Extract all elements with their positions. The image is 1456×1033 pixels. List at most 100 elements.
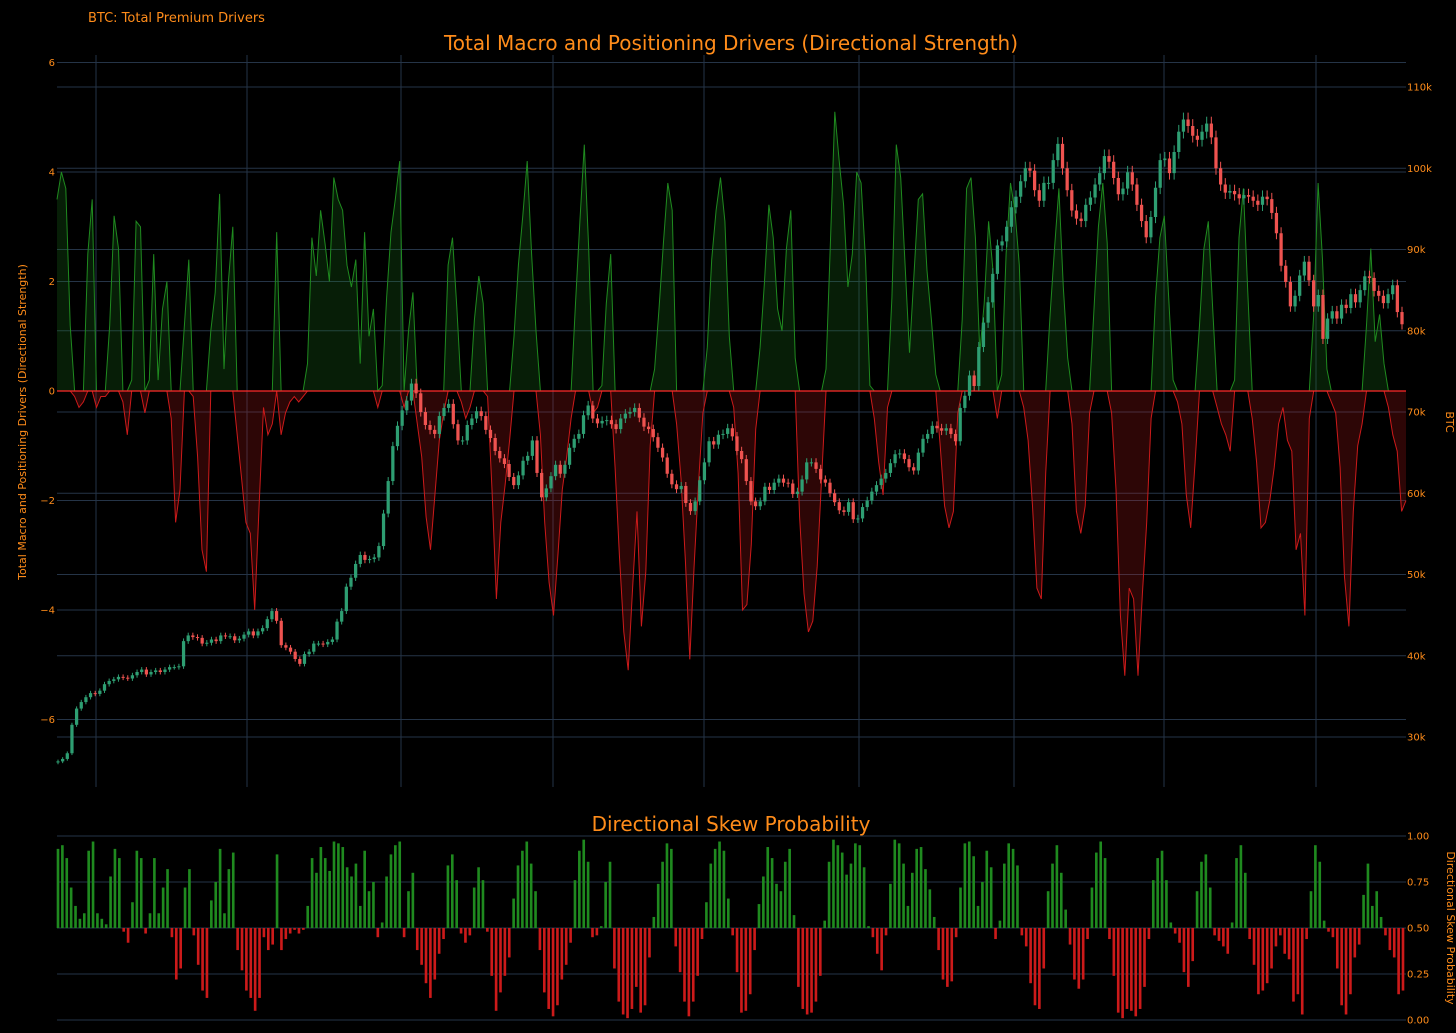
skew-bar-negative [236, 928, 239, 951]
skew-bar-negative [170, 928, 174, 938]
skew-bar-positive [135, 850, 139, 928]
btc-candle-body [1023, 168, 1027, 182]
skew-bar-positive [275, 854, 279, 928]
left-tick-label: 4 [49, 168, 55, 179]
btc-candle-body [1344, 304, 1348, 308]
btc-candle-body [939, 428, 944, 431]
skew-bar-positive [65, 858, 69, 928]
btc-candle-body [833, 493, 837, 503]
btc-candle-body [916, 452, 920, 471]
btc-candle-body [121, 676, 125, 678]
skew-bar-negative [1178, 928, 1181, 943]
btc-candle-body [702, 462, 707, 481]
skew-bar-negative [1187, 928, 1190, 987]
btc-candle-body [670, 473, 674, 485]
skew-bar-negative [1384, 928, 1387, 936]
btc-candle-body [758, 501, 762, 507]
btc-candle-body [1335, 311, 1339, 319]
btc-candle-body [1079, 218, 1083, 222]
skew-bar-negative [875, 928, 879, 954]
right-tick-label: 30k [1407, 733, 1426, 744]
btc-candle-body [1325, 318, 1330, 339]
btc-candle-body [967, 375, 972, 396]
skew-bar-negative [1257, 928, 1260, 995]
skew-bar-positive [713, 848, 717, 928]
btc-candle-body [456, 424, 460, 441]
skew-bar-positive [862, 867, 866, 928]
btc-candle-body [102, 684, 107, 691]
btc-candle-body [814, 462, 818, 469]
left-tick-label: 0 [49, 387, 55, 398]
skew-bar-negative [946, 928, 949, 987]
skew-bar-positive [1322, 920, 1326, 928]
btc-candle-body [233, 636, 237, 641]
btc-candle-body [893, 454, 897, 464]
skew-bar-negative [302, 928, 305, 930]
skew-bar-positive [231, 852, 235, 928]
btc-candle-body [535, 440, 539, 473]
btc-candle-body [1339, 304, 1344, 319]
skew-bar-positive [1169, 922, 1173, 928]
skew-bar-positive [529, 863, 533, 928]
skew-bar-positive [854, 843, 857, 928]
skew-bar-positive [1208, 887, 1212, 928]
btc-candle-body [991, 273, 995, 303]
skew-bar-positive [849, 863, 853, 928]
btc-candle-body [1400, 312, 1404, 325]
skew-bar-positive [310, 858, 314, 928]
skew-bar-positive [924, 869, 927, 928]
skew-tick-label: 0.50 [1407, 924, 1429, 935]
btc-candle-body [609, 420, 614, 425]
btc-candle-body [637, 407, 641, 418]
skew-bar-positive [928, 889, 932, 928]
btc-candle-body [502, 458, 507, 464]
btc-candle-body [1377, 290, 1381, 296]
skew-bar-positive [792, 915, 796, 928]
btc-candle-body [298, 659, 302, 664]
skew-bar-negative [196, 928, 200, 965]
skew-bar-positive [455, 880, 458, 928]
btc-candle-body [1125, 172, 1130, 189]
btc-candle-body [786, 482, 790, 484]
skew-bar-negative [674, 928, 678, 947]
btc-candle-body [874, 485, 879, 492]
btc-candle-body [1139, 204, 1144, 222]
btc-candle-body [326, 641, 330, 645]
btc-candle-body [684, 485, 688, 503]
skew-bar-positive [932, 916, 936, 928]
btc-candle-body [846, 502, 851, 512]
skew-bar-negative [245, 928, 248, 991]
skew-bar-positive [670, 848, 673, 928]
btc-candle-body [767, 486, 772, 490]
btc-candle-body [270, 611, 274, 620]
skew-bar-negative [617, 928, 621, 1002]
btc-candle-body [181, 641, 186, 667]
skew-bar-negative [639, 928, 643, 1013]
btc-candle-body [177, 666, 181, 668]
btc-candle-body [223, 635, 228, 637]
btc-candle-body [88, 693, 93, 698]
skew-bar-positive [1235, 858, 1238, 928]
skew-bar-negative [696, 928, 699, 976]
btc-candle-body [1288, 282, 1293, 307]
skew-bar-negative [818, 928, 822, 976]
btc-candle-body [544, 488, 548, 498]
btc-candle-body [795, 491, 800, 495]
btc-candle-body [209, 639, 214, 643]
btc-candle-body [447, 403, 451, 408]
btc-candle-body [479, 411, 483, 417]
skew-bar-positive [472, 887, 476, 928]
skew-bar-positive [963, 843, 967, 928]
btc-candle-body [1274, 212, 1279, 234]
btc-candle-body [316, 643, 321, 645]
btc-candle-body [1177, 131, 1181, 152]
btc-candle-body [884, 472, 888, 479]
skew-bar-positive [337, 843, 340, 928]
skew-bar-negative [805, 928, 809, 1015]
btc-candle-body [763, 486, 767, 502]
skew-bar-negative [376, 928, 380, 938]
skew-bar-positive [775, 883, 778, 928]
btc-candle-body [642, 417, 646, 427]
right-tick-label: 80k [1407, 326, 1426, 337]
btc-candle-body [567, 447, 572, 465]
